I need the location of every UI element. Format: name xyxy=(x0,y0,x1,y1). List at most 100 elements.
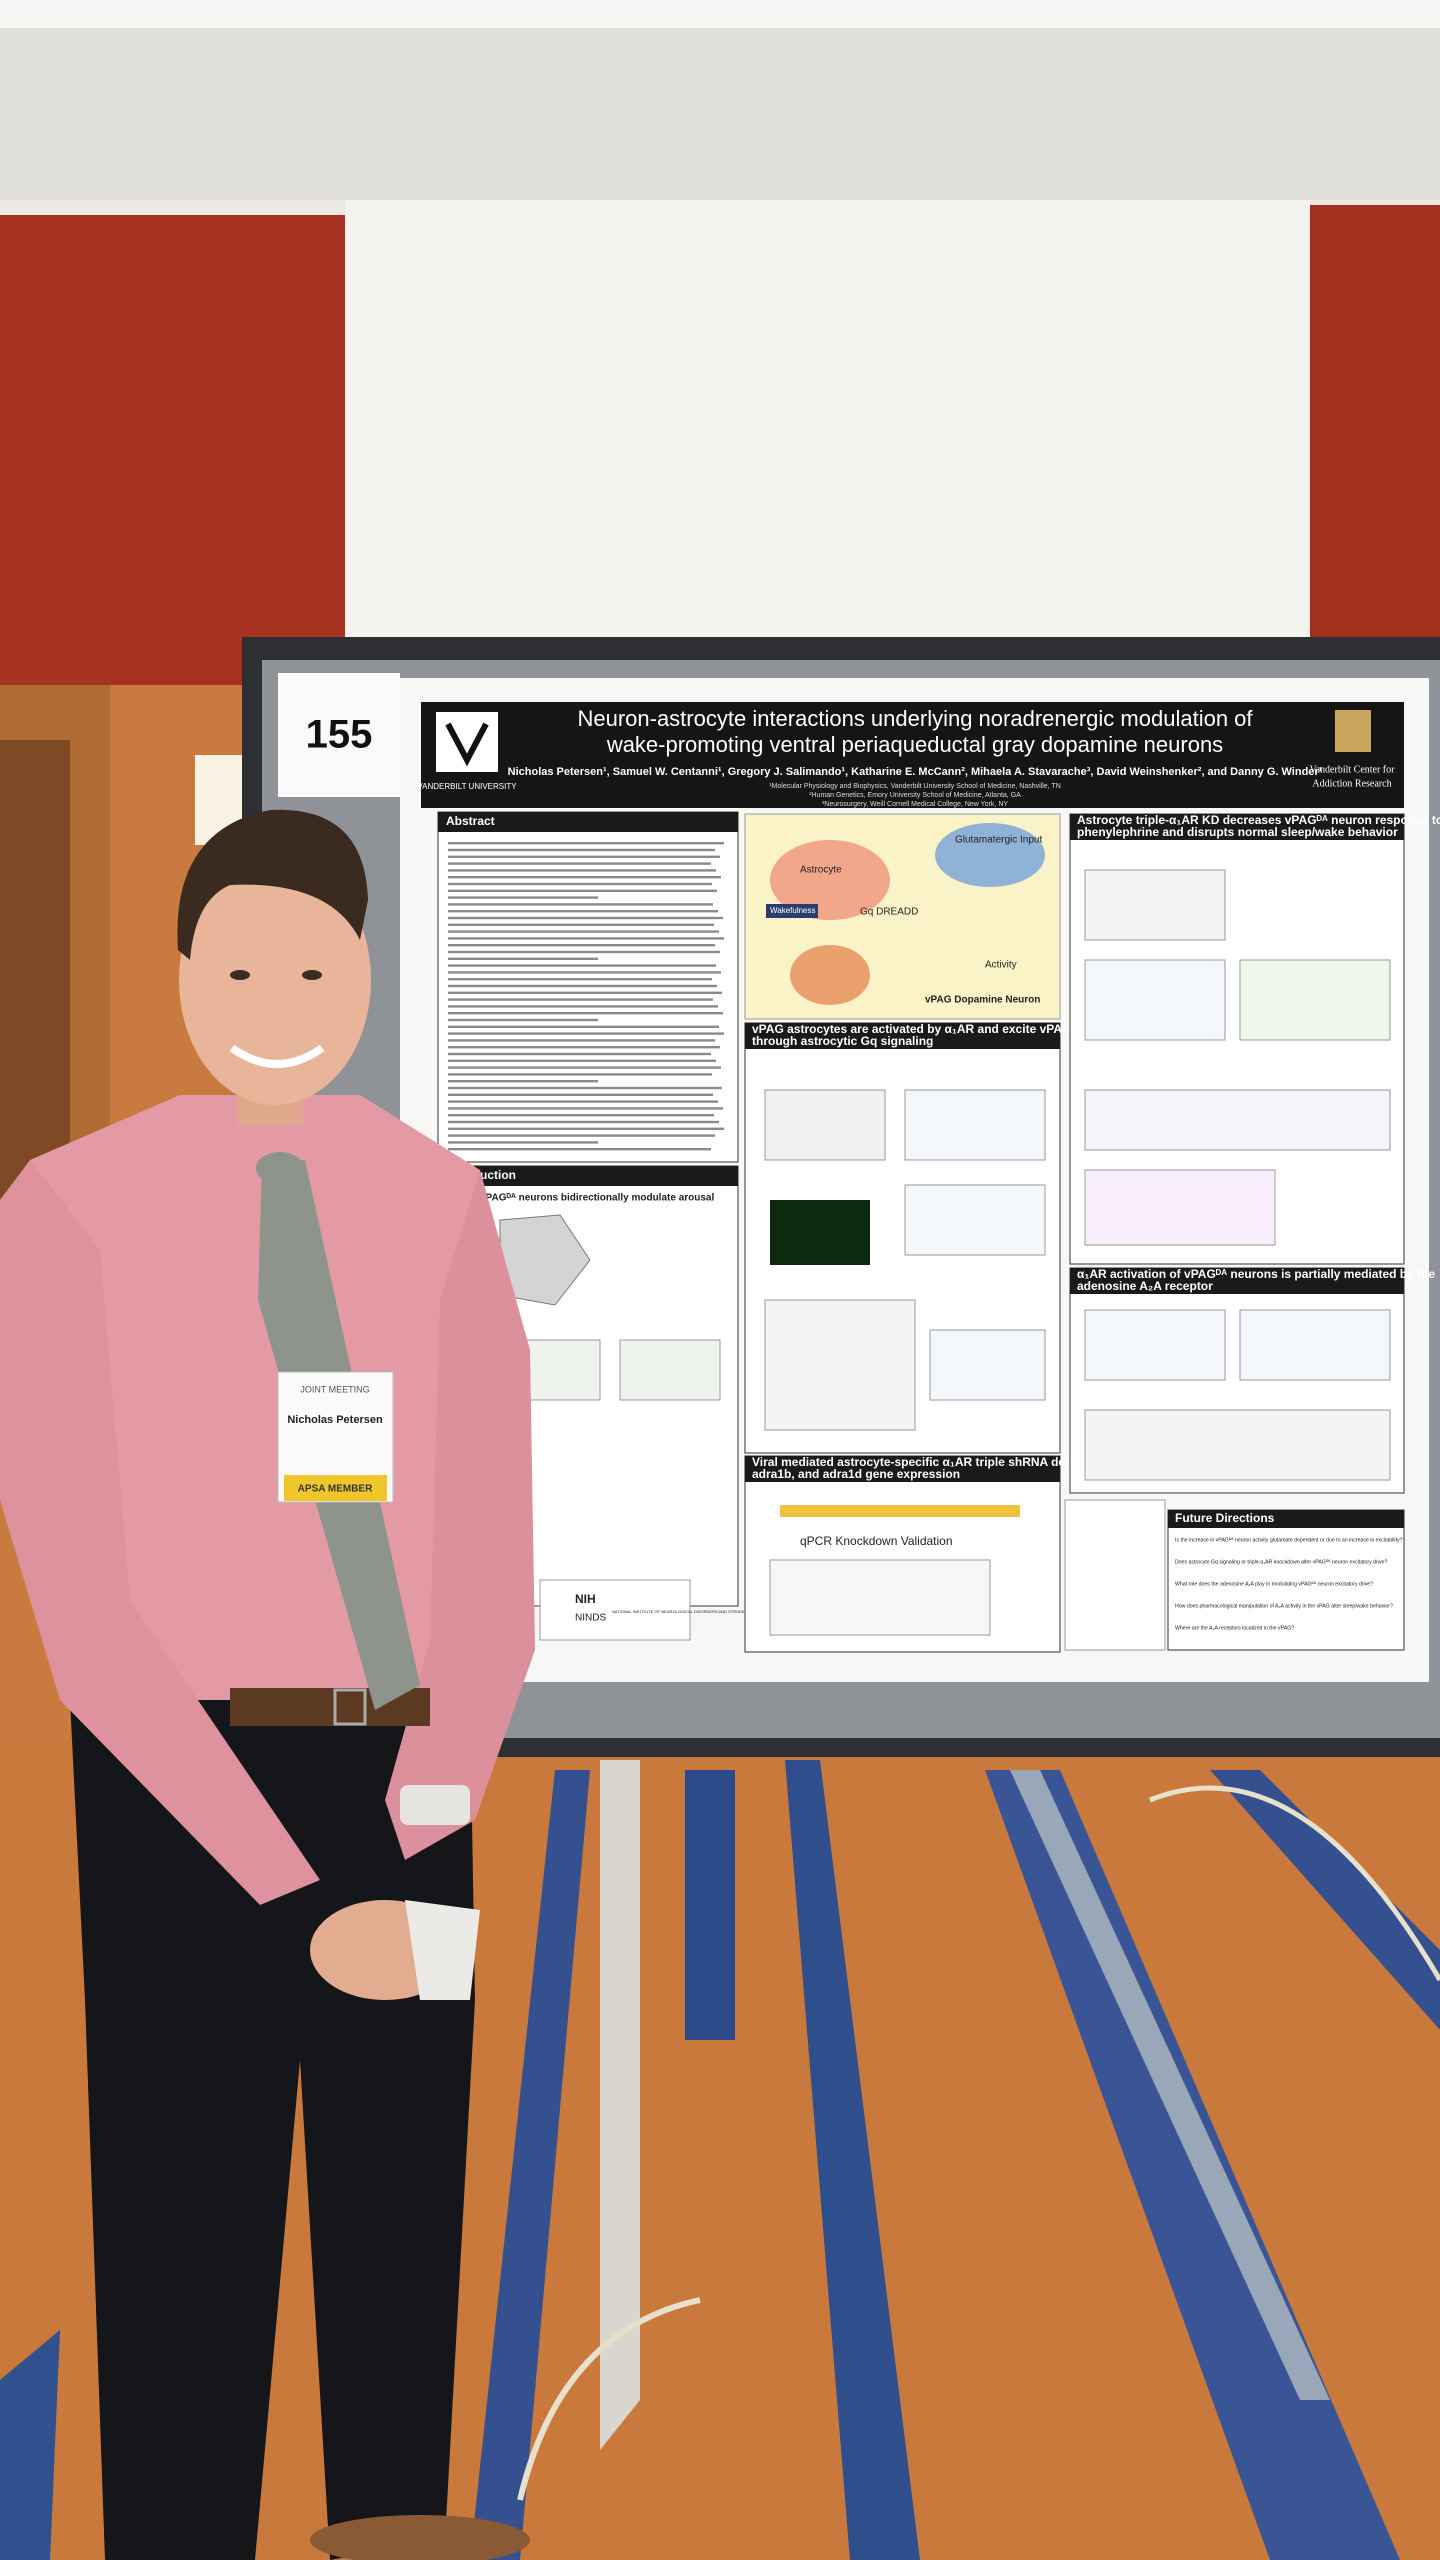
text-line xyxy=(448,964,716,967)
text-line xyxy=(448,1141,598,1144)
logo-box xyxy=(539,1579,691,1641)
badge-name: Nicholas Petersen xyxy=(287,1414,383,1426)
text-line xyxy=(448,1120,719,1124)
future-item: What role does the adenosine A₂A play in… xyxy=(1175,1581,1373,1587)
diagram-label: Wakefulness xyxy=(770,906,816,915)
astrocyte-shape xyxy=(770,840,890,920)
nih: NIH xyxy=(575,1592,596,1606)
text-line xyxy=(448,1066,721,1069)
section-header xyxy=(438,812,738,832)
figure xyxy=(1239,1309,1391,1381)
figure xyxy=(1084,1409,1391,1481)
section-header xyxy=(745,1023,1060,1049)
text-line xyxy=(448,930,719,933)
right-logo: Addiction Research xyxy=(1312,778,1391,789)
stripe xyxy=(470,1770,590,2560)
right-sleeve xyxy=(385,1170,535,1860)
left-logo: VANDERBILT UNIVERSITY xyxy=(417,782,517,791)
future-panel xyxy=(1167,1509,1405,1651)
text-line xyxy=(448,991,722,994)
input-shape xyxy=(790,945,870,1005)
vcar-logo xyxy=(1335,710,1371,752)
future-item: How does pharmacological manipulation of… xyxy=(1175,1603,1393,1609)
section-title: adra1b, and adra1d gene expression xyxy=(752,1467,960,1481)
poster-title: Neuron-astrocyte interactions underlying… xyxy=(577,706,1253,731)
text-line xyxy=(448,1059,716,1062)
text-line xyxy=(448,978,712,981)
poster-title: wake-promoting ventral periaqueductal gr… xyxy=(606,732,1223,757)
figure xyxy=(769,1559,991,1636)
text-line xyxy=(448,1148,711,1151)
red-panel-right xyxy=(1305,205,1440,640)
swirl xyxy=(1149,1785,1440,1982)
carpet-stripes xyxy=(0,1760,1440,2560)
text-line xyxy=(448,957,598,960)
affiliation: ³Neurosurgery, Weill Cornell Medical Col… xyxy=(822,801,1008,808)
badge-meeting: JOINT MEETING xyxy=(300,1384,369,1394)
eye xyxy=(230,970,250,980)
section-title: α₁AR activation of vPAGᴰᴬ neurons is par… xyxy=(1077,1267,1435,1281)
text-line xyxy=(448,869,716,872)
section-header xyxy=(1168,1510,1404,1528)
text-line xyxy=(448,923,714,926)
number-card xyxy=(278,673,400,797)
affiliation: ²Human Genetics, Emory University School… xyxy=(809,792,1021,799)
shoe xyxy=(310,2515,530,2560)
text-line xyxy=(448,916,723,920)
ninds: NINDS xyxy=(575,1613,606,1624)
figure xyxy=(1239,959,1391,1041)
subheading: qPCR Knockdown Validation xyxy=(800,1534,953,1548)
diagram-label: Glutamatergic Input xyxy=(955,835,1042,846)
stripe xyxy=(600,1760,640,2450)
figure xyxy=(1084,959,1226,1041)
figure xyxy=(1084,1169,1276,1246)
section-title: phenylephrine and disrupts normal sleep/… xyxy=(1077,825,1398,839)
text-line xyxy=(448,998,713,1001)
text-line xyxy=(448,1039,715,1042)
left-sleeve xyxy=(0,1160,320,1905)
diagram-label: Gq DREADD xyxy=(860,907,918,918)
section-title: Viral mediated astrocyte-specific α₁AR t… xyxy=(752,1455,1155,1469)
figure xyxy=(1064,1499,1166,1651)
figure xyxy=(619,1339,721,1401)
text-line xyxy=(448,896,598,899)
diagram-label: vPAG Dopamine Neuron xyxy=(925,995,1040,1006)
text-line xyxy=(448,1073,712,1076)
text-line xyxy=(448,1100,718,1103)
diagram-label: Astrocyte xyxy=(800,865,842,876)
text-line xyxy=(448,1052,711,1056)
text-line xyxy=(448,882,712,886)
input-shape xyxy=(935,823,1045,887)
text-line xyxy=(448,876,721,879)
figure xyxy=(1084,1309,1226,1381)
future-item: Where are the A₂A receptors localized in… xyxy=(1175,1625,1294,1631)
text-line xyxy=(448,1134,715,1137)
person: JOINT MEETING Nicholas Petersen APSA MEM… xyxy=(0,809,535,2560)
section-title: vPAG astrocytes are activated by α₁AR an… xyxy=(752,1022,1134,1036)
affiliation: ¹Molecular Physiology and Biophysics, Va… xyxy=(769,783,1061,790)
future-item: Is the increase in vPAGᴰᴬ neuron activit… xyxy=(1175,1537,1403,1543)
text-line xyxy=(448,1005,718,1008)
figure xyxy=(904,1089,1046,1161)
ninds-full: NATIONAL INSTITUTE OF NEUROLOGICAL DISOR… xyxy=(612,1609,745,1614)
text-line xyxy=(448,1086,722,1090)
text-line xyxy=(448,1107,723,1110)
future-item: Does astrocyte Gq signaling or triple-α₁… xyxy=(1175,1559,1387,1565)
ceiling xyxy=(0,0,1440,215)
subheading: vPAGᴰᴬ neurons bidirectionally modulate … xyxy=(480,1193,714,1204)
text-line xyxy=(448,950,720,954)
text-line xyxy=(448,848,715,852)
swirl xyxy=(517,2297,701,2501)
badge-ribbon xyxy=(284,1475,387,1501)
eye xyxy=(302,970,322,980)
stripe xyxy=(785,1760,920,2560)
text-line xyxy=(448,944,715,947)
text-line xyxy=(448,910,718,913)
authors: Nicholas Petersen¹, Samuel W. Centanni¹,… xyxy=(508,766,1323,778)
text-line xyxy=(448,862,711,865)
buckle xyxy=(333,1688,367,1726)
section-title: Astrocyte triple-α₁AR KD decreases vPAGᴰ… xyxy=(1077,813,1440,827)
text-line xyxy=(448,1025,719,1028)
section-title: Abstract xyxy=(446,814,495,828)
text-line xyxy=(448,937,724,940)
